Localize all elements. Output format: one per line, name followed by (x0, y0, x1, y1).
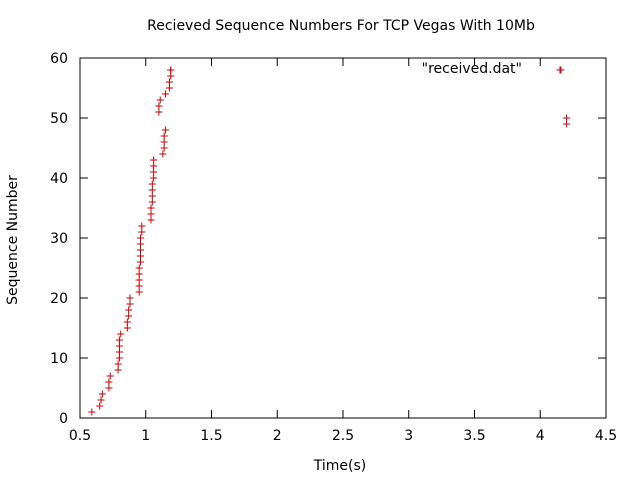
y-axis-label: Sequence Number (5, 175, 21, 305)
x-tick-label: 4 (536, 428, 545, 444)
data-point (125, 312, 133, 320)
data-point (115, 342, 123, 350)
data-point (167, 66, 175, 74)
legend-marker (557, 66, 565, 74)
data-point (105, 378, 113, 386)
data-point (161, 126, 169, 134)
data-point (105, 384, 113, 392)
x-axis-label: Time(s) (313, 458, 366, 474)
data-point (114, 360, 122, 368)
y-tick-label: 50 (50, 111, 68, 127)
data-point (165, 84, 173, 92)
data-point (155, 108, 163, 116)
data-point (115, 336, 123, 344)
y-tick-label: 0 (59, 411, 68, 427)
data-point (106, 372, 114, 380)
y-tick-label: 20 (50, 291, 68, 307)
data-point (136, 258, 144, 266)
data-point (97, 396, 105, 404)
data-point (135, 282, 143, 290)
x-tick-label: 1.5 (200, 428, 222, 444)
data-point (159, 150, 167, 158)
data-point (150, 168, 158, 176)
y-tick-label: 30 (50, 231, 68, 247)
x-tick-label: 2 (273, 428, 282, 444)
x-tick-label: 2.5 (332, 428, 354, 444)
data-point (126, 300, 134, 308)
legend: "received.dat" (422, 61, 565, 77)
data-point (148, 180, 156, 188)
data-point (115, 348, 123, 356)
data-point (155, 102, 163, 110)
data-point (123, 318, 131, 326)
data-point (136, 240, 144, 248)
y-tick-label: 10 (50, 351, 68, 367)
data-point (135, 270, 143, 278)
data-point (160, 144, 168, 152)
data-point (150, 156, 158, 164)
data-point (114, 366, 122, 374)
x-tick-label: 4.5 (595, 428, 617, 444)
x-tick-label: 3 (404, 428, 413, 444)
data-point (165, 78, 173, 86)
data-point (96, 402, 104, 410)
data-point (136, 246, 144, 254)
data-point (148, 186, 156, 194)
legend-label: "received.dat" (422, 61, 522, 77)
data-points (88, 66, 571, 416)
data-point (156, 96, 164, 104)
data-point (150, 174, 158, 182)
data-point (135, 264, 143, 272)
data-point (167, 72, 175, 80)
data-point (150, 162, 158, 170)
data-point (115, 354, 123, 362)
x-tick-label: 3.5 (463, 428, 485, 444)
data-point (125, 306, 133, 314)
data-point (117, 330, 125, 338)
data-point (161, 90, 169, 98)
data-point (135, 276, 143, 284)
y-axis: 0 10 20 30 40 50 60 (50, 51, 606, 427)
data-point (136, 252, 144, 260)
data-point (147, 210, 155, 218)
data-point (148, 192, 156, 200)
data-point (148, 198, 156, 206)
data-point (160, 138, 168, 146)
data-point (160, 132, 168, 140)
x-axis: 0.5 1 1.5 2 2.5 3 3.5 4 4.5 (69, 58, 617, 444)
x-tick-label: 0.5 (69, 428, 91, 444)
data-point (563, 120, 571, 128)
data-point (135, 288, 143, 296)
chart-title: Recieved Sequence Numbers For TCP Vegas … (147, 18, 535, 34)
data-point (136, 234, 144, 242)
data-point (123, 324, 131, 332)
data-point (126, 294, 134, 302)
data-point (563, 114, 571, 122)
data-point (88, 408, 96, 416)
data-point (147, 216, 155, 224)
x-tick-label: 1 (141, 428, 150, 444)
y-tick-label: 60 (50, 51, 68, 67)
data-point (138, 228, 146, 236)
data-point (98, 390, 106, 398)
data-point (147, 204, 155, 212)
y-tick-label: 40 (50, 171, 68, 187)
data-point (138, 222, 146, 230)
